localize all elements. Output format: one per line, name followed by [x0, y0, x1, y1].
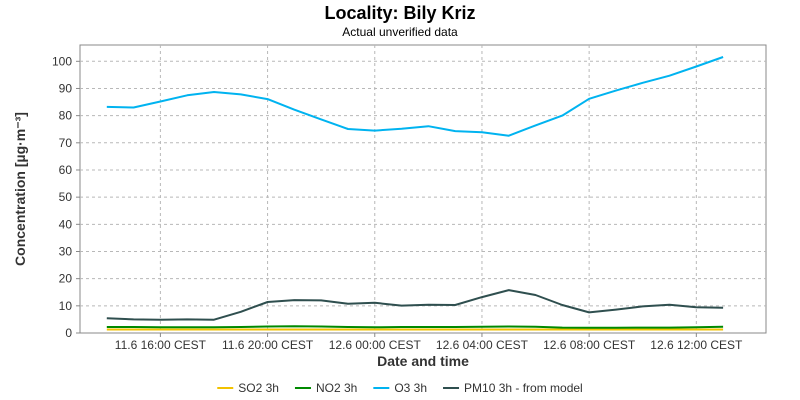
y-tick-label: 70	[59, 136, 73, 150]
x-axis-ticks: 11.6 16:00 CEST 11.6 20:00 CEST 12.6 00:00…	[115, 333, 743, 352]
legend-label: SO2 3h	[238, 381, 279, 395]
x-axis-label: Date and time	[377, 353, 469, 369]
x-tick-label: 12.6 00:00 CEST	[329, 338, 422, 352]
y-axis-ticks: 0 10 20 30 40 50 60 70 80 90 100	[52, 54, 80, 340]
legend-item: O3 3h	[373, 381, 427, 395]
plot-area	[79, 44, 767, 334]
x-tick-label: 11.6 20:00 CEST	[222, 338, 314, 352]
y-tick-label: 50	[59, 190, 73, 204]
x-gridlines	[159, 45, 697, 333]
y-tick-label: 90	[59, 81, 73, 95]
y-tick-label: 30	[59, 244, 73, 258]
chart-title: Locality: Bily Kriz	[324, 3, 475, 23]
series-lines	[106, 56, 724, 331]
y-tick-label: 80	[59, 109, 73, 123]
legend-item: PM10 3h - from model	[443, 381, 583, 395]
series-line-pm10-3h-from-model	[106, 289, 724, 321]
y-tick-label: 100	[52, 54, 72, 68]
legend-item: SO2 3h	[217, 381, 279, 395]
chart-subtitle: Actual unverified data	[342, 25, 458, 39]
y-tick-label: 20	[59, 272, 73, 286]
y-tick-label: 0	[65, 326, 72, 340]
y-tick-label: 60	[59, 163, 73, 177]
legend-label: NO2 3h	[316, 381, 357, 395]
x-tick-label: 12.6 12:00 CEST	[650, 338, 743, 352]
y-tick-label: 10	[59, 299, 73, 313]
legend: SO2 3h NO2 3h O3 3h PM10 3h - from model	[217, 381, 583, 395]
x-tick-label: 11.6 16:00 CEST	[115, 338, 207, 352]
x-tick-label: 12.6 08:00 CEST	[543, 338, 636, 352]
series-line-no2-3h	[106, 325, 724, 329]
legend-label: PM10 3h - from model	[464, 381, 583, 395]
x-tick-label: 12.6 04:00 CEST	[436, 338, 529, 352]
series-line-o3-3h	[106, 56, 724, 137]
legend-label: O3 3h	[394, 381, 427, 395]
legend-item: NO2 3h	[294, 381, 357, 395]
y-axis-label: Concentration [µg·m⁻³]	[12, 112, 28, 266]
y-tick-label: 40	[59, 217, 73, 231]
